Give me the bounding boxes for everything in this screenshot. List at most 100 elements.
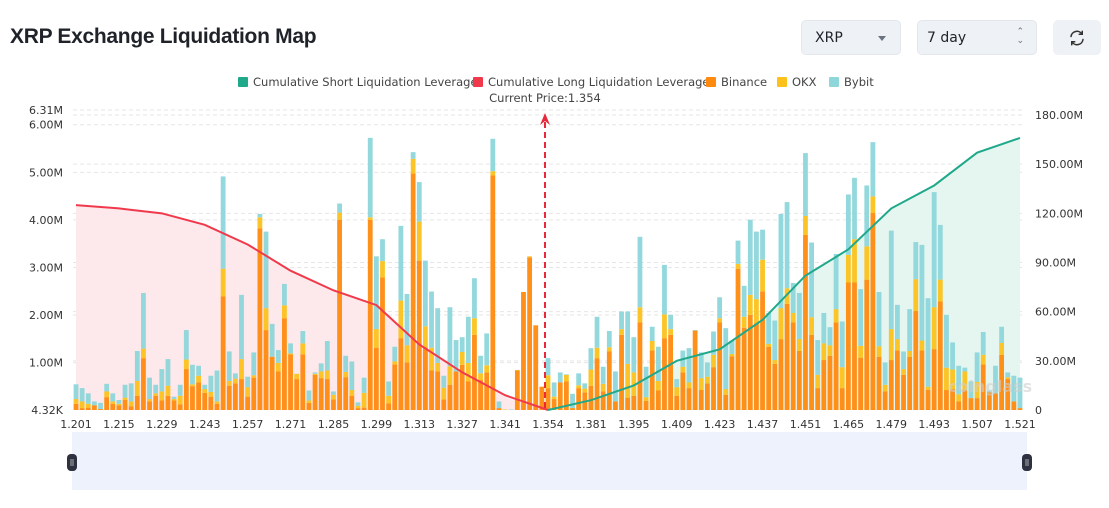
bybit-bar (478, 355, 483, 374)
bybit-bar (772, 320, 778, 361)
bybit-bar (901, 351, 906, 370)
binance-bar (625, 397, 631, 410)
x-tick-label: 1.409 (661, 418, 693, 431)
page-title: XRP Exchange Liquidation Map (10, 25, 317, 48)
bybit-bar (128, 383, 134, 402)
okx-bar (514, 370, 520, 371)
binance-bar (919, 350, 925, 410)
binance-bar (263, 330, 269, 410)
binance-bar (649, 350, 655, 410)
y-left-tick-label: 4.00M (29, 214, 63, 227)
okx-bar (766, 343, 772, 347)
bybit-bar (986, 390, 992, 393)
bybit-bar (600, 366, 606, 384)
binance-bar (888, 360, 894, 410)
range-slider-handle-right[interactable] (1022, 454, 1032, 471)
binance-bar (521, 292, 526, 410)
binance-bar (239, 379, 244, 410)
binance-bar (931, 349, 937, 410)
okx-bar (637, 307, 643, 323)
bybit-bar (496, 401, 502, 409)
range-slider-handle-left[interactable] (67, 454, 77, 471)
okx-bar (858, 345, 864, 358)
bybit-bar (784, 202, 790, 289)
okx-bar (300, 343, 306, 355)
okx-bar (778, 308, 784, 340)
binance-bar (619, 334, 624, 410)
symbol-select[interactable]: XRP (801, 20, 901, 55)
legend-label: Bybit (844, 75, 874, 89)
okx-bar (404, 345, 410, 363)
bybit-bar (318, 363, 324, 372)
legend-okx[interactable]: OKX (777, 75, 817, 89)
okx-bar (141, 348, 146, 359)
okx-bar (643, 397, 649, 401)
bybit-bar (809, 242, 814, 318)
okx-bar (398, 300, 404, 339)
okx-bar (882, 384, 888, 392)
okx-bar (220, 268, 226, 297)
x-tick-label: 1.243 (189, 418, 221, 431)
okx-bar (907, 351, 913, 357)
legend-long[interactable]: Cumulative Long Liquidation Leverage (473, 75, 710, 89)
legend-binance[interactable]: Binance (706, 75, 767, 89)
okx-bar (827, 345, 833, 356)
bybit-bar (588, 348, 594, 370)
legend-bybit[interactable]: Bybit (829, 75, 874, 89)
okx-bar (165, 385, 171, 396)
binance-bar (563, 381, 569, 410)
bybit-bar (122, 384, 128, 398)
okx-bar (803, 215, 808, 235)
bybit-bar (956, 365, 962, 395)
bybit-bar (980, 331, 986, 355)
binance-bar (306, 402, 312, 410)
chevron-up-down-icon: ⌃ ⌄ (1016, 27, 1024, 46)
binance-bar (606, 351, 612, 410)
binance-bar (349, 395, 355, 410)
okx-bar (735, 263, 741, 269)
legend-swatch (238, 77, 248, 87)
okx-bar (913, 279, 919, 312)
binance-bar (747, 314, 753, 410)
bybit-bar (551, 382, 557, 397)
bybit-bar (300, 331, 306, 344)
okx-bar (772, 360, 778, 364)
binance-bar (852, 282, 857, 410)
binance-bar (410, 173, 416, 410)
bybit-bar (937, 224, 943, 280)
binance-bar (214, 403, 220, 410)
binance-bar (882, 391, 888, 410)
binance-bar (723, 394, 729, 410)
binance-bar (472, 334, 477, 410)
x-tick-label: 1.381 (575, 418, 607, 431)
binance-bar (275, 371, 281, 410)
bybit-bar (754, 231, 759, 300)
cumulative-long-line (75, 204, 549, 411)
range-select[interactable]: 7 day ⌃ ⌄ (917, 20, 1037, 55)
binance-bar (447, 384, 453, 410)
okx-bar (527, 256, 533, 258)
bybit-bar (251, 352, 257, 376)
x-tick-label: 1.521 (1004, 418, 1036, 431)
refresh-button[interactable] (1053, 20, 1101, 55)
binance-bar (600, 391, 606, 410)
bybit-bar (423, 260, 428, 327)
okx-bar (159, 391, 165, 401)
watermark-logo: coinglass (948, 377, 1032, 396)
binance-bar (85, 407, 91, 410)
bybit-bar (239, 294, 244, 360)
binance-bar (355, 408, 361, 410)
okx-bar (147, 399, 152, 402)
okx-bar (631, 372, 637, 396)
bybit-bar (91, 401, 97, 406)
bybit-bar (269, 323, 275, 357)
okx-bar (122, 397, 128, 401)
bybit-bar (993, 365, 998, 394)
binance-bar (190, 386, 195, 410)
okx-bar (655, 380, 661, 391)
range-slider-track[interactable] (72, 432, 1027, 490)
binance-bar (631, 395, 637, 410)
y-right-tick-label: 30.00M (1035, 355, 1076, 368)
binance-bar (993, 393, 998, 410)
legend-short[interactable]: Cumulative Short Liquidation Leverage (238, 75, 478, 89)
